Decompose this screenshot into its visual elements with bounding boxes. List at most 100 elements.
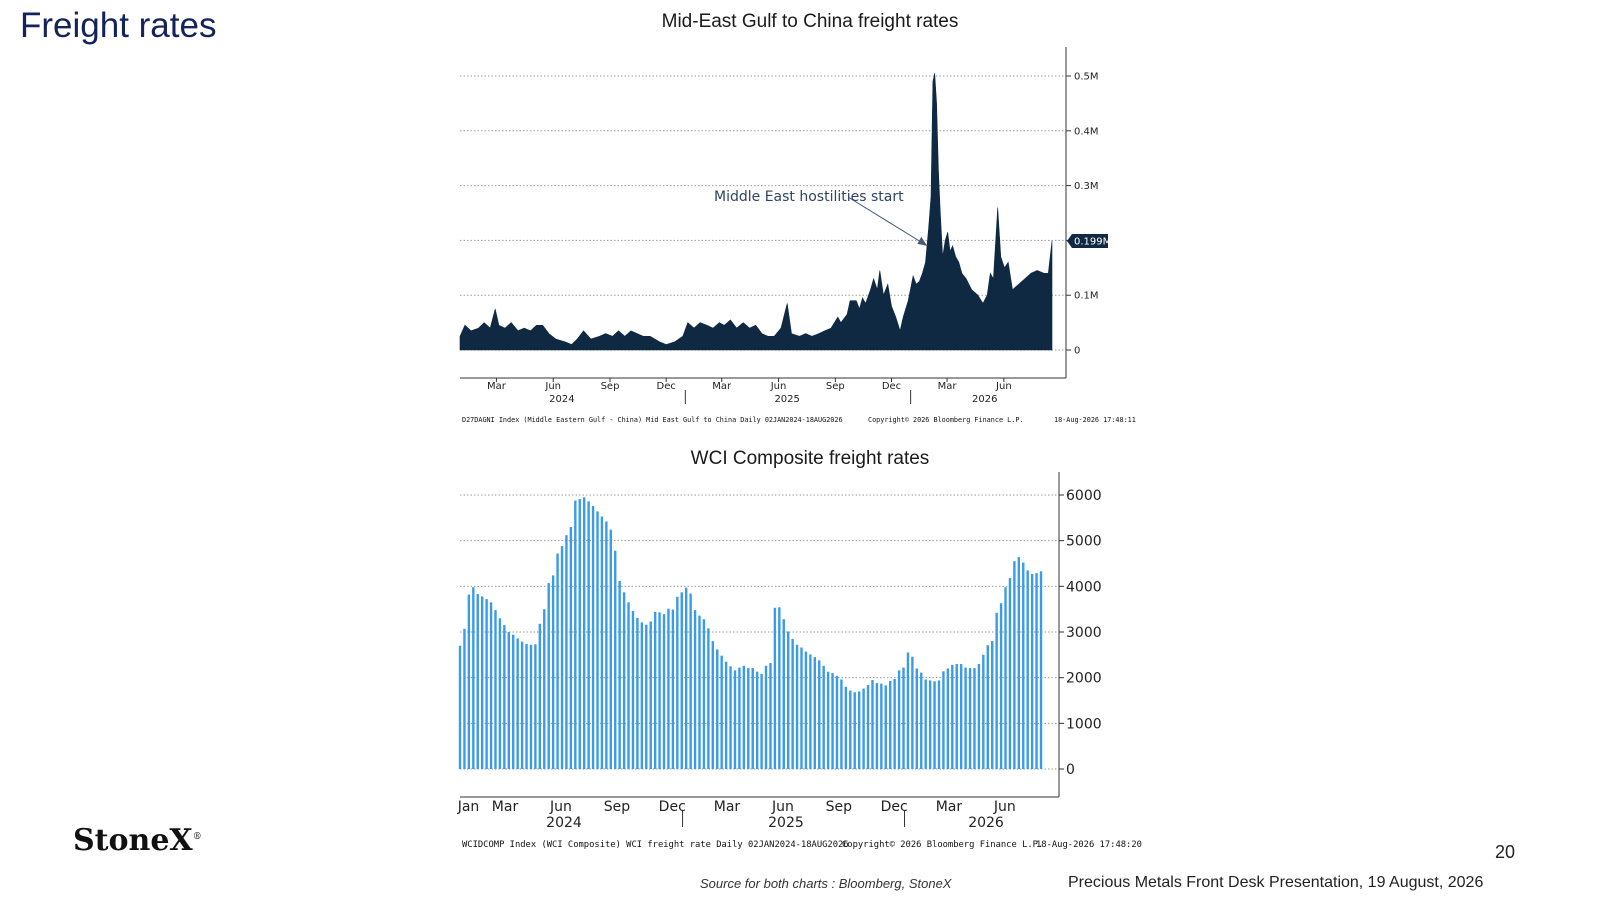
bar — [569, 527, 573, 769]
bar — [906, 652, 910, 769]
bar — [1017, 557, 1021, 769]
logo-text: StoneX — [73, 823, 193, 858]
footer-right: 18-Aug-2026 17:48:11 — [1054, 416, 1136, 424]
bar — [787, 631, 790, 769]
bar — [782, 619, 785, 769]
year-label: 2026 — [968, 815, 1004, 831]
bar — [485, 599, 488, 769]
bar — [494, 610, 497, 769]
bar — [964, 667, 967, 769]
x-tick-label: Sep — [826, 381, 845, 392]
bar — [738, 667, 741, 769]
bar — [671, 609, 675, 769]
bar — [525, 643, 528, 769]
bar — [920, 672, 923, 769]
bar — [627, 602, 630, 769]
bar — [893, 679, 896, 769]
bar — [862, 688, 865, 769]
x-tick-label: Mar — [936, 799, 963, 815]
bar — [640, 622, 644, 769]
bar — [489, 602, 493, 769]
bar — [512, 634, 515, 769]
year-label: 2026 — [972, 394, 997, 405]
bar — [729, 666, 732, 770]
bar — [658, 612, 661, 769]
bar — [614, 550, 617, 769]
bar — [662, 614, 666, 769]
bar — [933, 681, 936, 769]
x-tick-label: Mar — [938, 381, 958, 392]
bar — [560, 546, 564, 769]
x-tick-label: Jun — [549, 799, 572, 815]
y-tick-label: 0 — [1066, 762, 1075, 778]
x-tick-label: Dec — [659, 799, 686, 815]
bar — [591, 506, 595, 769]
x-tick-label: Dec — [657, 381, 676, 392]
y-tick-label: 1000 — [1066, 716, 1102, 732]
x-tick-label: Jun — [544, 381, 561, 392]
bar — [942, 671, 945, 769]
presentation-footer: Precious Metals Front Desk Presentation,… — [1068, 874, 1484, 891]
x-tick-label: Mar — [714, 799, 741, 815]
bar — [689, 593, 692, 769]
bar — [897, 670, 901, 769]
x-tick-label: Sep — [601, 381, 620, 392]
bar — [556, 553, 559, 769]
x-tick-label: Sep — [604, 799, 631, 815]
bar — [498, 618, 502, 769]
bar — [822, 665, 825, 769]
bar — [818, 660, 821, 769]
bar — [986, 645, 989, 769]
bar — [951, 664, 954, 769]
bar — [795, 644, 799, 769]
bar — [676, 596, 679, 769]
source-note: Source for both charts : Bloomberg, Ston… — [700, 876, 952, 891]
bar — [609, 529, 612, 769]
bar — [826, 671, 830, 769]
bar — [1008, 578, 1012, 769]
bar — [800, 647, 803, 769]
bar — [684, 587, 688, 769]
bar — [476, 594, 479, 769]
bar — [529, 644, 533, 769]
bar — [853, 692, 856, 769]
bar — [1022, 562, 1025, 769]
chart-title-mid-east-gulf: Mid-East Gulf to China freight rates — [661, 11, 959, 32]
bar — [631, 611, 635, 769]
bar — [866, 685, 870, 769]
x-tick-label: Sep — [826, 799, 853, 815]
bar — [551, 575, 555, 769]
bar — [1026, 570, 1029, 769]
bar — [999, 603, 1003, 769]
bar — [458, 645, 462, 769]
bar — [565, 535, 568, 769]
bar — [995, 612, 998, 769]
annotation-arrow-line — [847, 196, 928, 247]
bar — [835, 675, 839, 769]
bar — [982, 654, 985, 769]
bar — [778, 607, 781, 769]
x-tick-label: Mar — [712, 381, 732, 392]
bar — [600, 516, 604, 769]
bar — [702, 619, 706, 769]
footer-right: 18-Aug-2026 17:48:20 — [1036, 840, 1142, 850]
y-tick-label: 4000 — [1066, 579, 1102, 595]
bar — [680, 592, 683, 769]
bar — [649, 621, 652, 769]
bar — [844, 686, 848, 769]
y-tick-label: 6000 — [1066, 488, 1102, 504]
bar — [711, 641, 714, 769]
bar — [973, 668, 976, 769]
bar — [636, 617, 639, 769]
bar — [480, 596, 484, 769]
bar — [693, 610, 697, 769]
bar — [1039, 571, 1043, 769]
bar — [791, 638, 794, 769]
bar — [809, 654, 812, 769]
bar — [924, 679, 927, 769]
bar — [1030, 574, 1034, 769]
bar — [1013, 561, 1016, 769]
bar — [720, 655, 723, 769]
x-tick-label: Jun — [995, 381, 1012, 392]
bar — [587, 501, 590, 769]
